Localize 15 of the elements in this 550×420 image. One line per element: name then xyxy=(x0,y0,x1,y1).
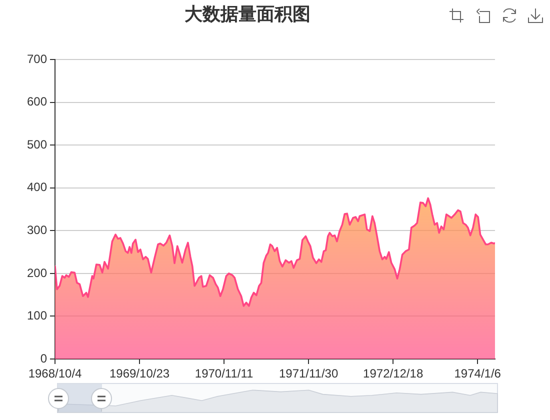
y-tick-label: 400 xyxy=(26,180,48,194)
y-tick-label: 200 xyxy=(26,266,48,280)
x-tick-label: 1974/1/6 xyxy=(454,366,502,381)
y-tick-label: 600 xyxy=(26,94,48,109)
y-tick-label: 300 xyxy=(26,223,48,237)
x-tick-label: 1969/10/23 xyxy=(109,366,170,381)
y-tick-label: 0 xyxy=(40,351,48,366)
y-tick-label: 100 xyxy=(26,308,48,323)
x-tick-label: 1972/12/18 xyxy=(363,366,424,381)
x-tick-label: 1971/11/30 xyxy=(278,366,338,381)
y-tick-label: 500 xyxy=(26,137,48,152)
x-tick-label: 1968/10/4 xyxy=(28,366,82,381)
y-tick-label: 700 xyxy=(26,52,48,66)
x-tick-label: 1970/11/11 xyxy=(194,366,254,381)
chart-title: 大数据量面积图 xyxy=(184,4,310,24)
